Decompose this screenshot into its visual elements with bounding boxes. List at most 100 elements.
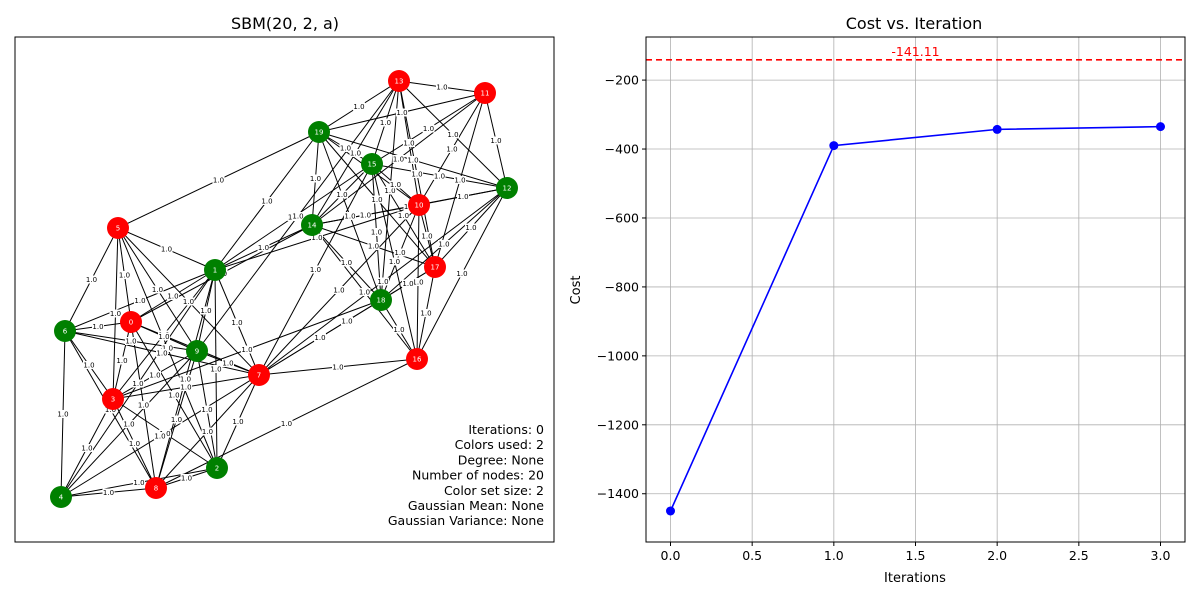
graph-edge-label-bg [396, 108, 408, 117]
graph-edge-label: 1.0 [183, 298, 194, 306]
graph-node-label: 4 [59, 494, 64, 502]
cost-series [666, 122, 1165, 516]
graph-edge-label: 1.0 [258, 244, 269, 252]
cost-xtick-label: 0.5 [742, 548, 762, 563]
graph-edge-label: 1.0 [167, 293, 178, 301]
graph-edge-label: 1.0 [210, 366, 221, 374]
graph-node-12 [496, 177, 518, 199]
graph-node-6 [54, 320, 76, 342]
graph-edge-label-bg [371, 195, 383, 204]
graph-edge-label: 1.0 [333, 287, 344, 295]
graph-edge-label: 1.0 [116, 357, 127, 365]
graph-edge-label: 1.0 [171, 416, 182, 424]
graph-edge-label: 1.0 [396, 109, 407, 117]
graph-edge-label: 1.0 [394, 249, 405, 257]
graph-edge-label-bg [257, 243, 270, 252]
graph-node-label: 15 [368, 161, 377, 169]
graph-edge-label: 1.0 [83, 362, 94, 370]
graph-edge-label-bg [397, 211, 410, 220]
graph-node-19 [308, 121, 330, 143]
graph-edge-label: 1.0 [123, 421, 134, 429]
graph-edge-label-bg [311, 233, 323, 242]
graph-node-label: 9 [195, 348, 199, 356]
graph-edge-label-bg [81, 444, 93, 452]
graph-edge-label-bg [422, 124, 435, 133]
cost-xticks: 0.0 0.5 1.0 1.5 2.0 2.5 3.0 [661, 542, 1171, 563]
cost-ylabel: Cost [569, 276, 584, 305]
graph-edge-label: 1.0 [398, 212, 409, 220]
graph-edge-label-bg [339, 144, 352, 152]
graph-edge-label: 1.0 [310, 175, 321, 183]
info-line: Color set size: 2 [444, 483, 544, 498]
graph-edge-label: 1.0 [133, 479, 144, 487]
graph-edge-label: 1.0 [446, 146, 457, 154]
graph-edge-label: 1.0 [222, 360, 233, 368]
graph-node-7 [248, 364, 270, 386]
graph-edge-label-bg [292, 212, 304, 220]
graph-edge-label-bg [454, 176, 466, 184]
graph-edge-label: 1.0 [438, 241, 449, 249]
graph-edge-label-bg [222, 359, 234, 367]
graph-edge-label: 1.0 [292, 213, 303, 221]
info-box-background [381, 417, 551, 540]
graph-edge-label-bg [433, 172, 446, 180]
graph-edge-label-bg [212, 176, 225, 184]
graph-edge-label-bg [420, 309, 432, 317]
graph-edge-label: 1.0 [490, 137, 501, 145]
graph-edge-label: 1.0 [420, 310, 431, 318]
graph-edge-label-bg [180, 474, 193, 482]
graph-node-1 [204, 259, 226, 281]
graph-edge-label-bg [158, 332, 170, 341]
graph-edge-label-bg [133, 478, 145, 487]
graph-edge-label: 1.0 [421, 233, 432, 241]
graph-edge-label-bg [388, 257, 401, 266]
graph-edge-label-bg [261, 197, 273, 205]
graph-edge-label: 1.0 [403, 140, 414, 148]
graph-edge-label: 1.0 [134, 297, 145, 305]
info-line: Iterations: 0 [468, 422, 544, 437]
graph-node-0 [120, 311, 142, 333]
graph-edge-label: 1.0 [110, 310, 121, 318]
graph-edge-label: 1.0 [213, 177, 224, 185]
graph-edge-label: 1.0 [168, 392, 179, 400]
graph-edge-label-bg [358, 288, 371, 296]
cost-title: Cost vs. Iteration [846, 14, 983, 33]
graph-edge-label-bg [232, 417, 244, 426]
graph-node-label: 11 [481, 90, 490, 98]
cost-yticks: −1400 −1200 −1000 −800 −600 −400 −200 [597, 73, 646, 501]
graph-edge-label-bg [384, 186, 396, 195]
graph-node-label: 6 [63, 328, 68, 336]
graph-edge-label: 1.0 [81, 445, 92, 453]
graph-node-label: 12 [503, 185, 512, 193]
graph-node-label: 18 [377, 297, 386, 305]
cost-xtick-label: 0.0 [661, 548, 681, 563]
graph-edge-label-bg [200, 306, 212, 315]
cost-ytick-label: −1400 [597, 486, 639, 501]
info-line: Gaussian Variance: None [388, 513, 544, 528]
cost-point-2 [992, 124, 1002, 134]
graph-edge-label-bg [132, 379, 144, 388]
graph-edge-label-bg [57, 410, 69, 418]
graph-node-8 [145, 477, 167, 499]
cost-ytick-label: −800 [605, 279, 639, 294]
graph-edge-label-bg [137, 401, 150, 409]
graph-edge-label-bg [154, 432, 166, 440]
graph-edge-label: 1.0 [384, 187, 395, 195]
graph-edge-label-bg [421, 232, 433, 240]
graph-edge-label-bg [109, 309, 122, 318]
graph-edge-label-bg [116, 356, 128, 365]
graph-node-label: 0 [129, 319, 133, 327]
graph-edge-label-bg [436, 83, 448, 91]
graph-node-label: 1 [213, 267, 217, 275]
cost-xtick-label: 1.5 [906, 548, 926, 563]
graph-edge-label-bg [182, 297, 195, 306]
graph-node-label: 10 [415, 202, 424, 210]
graph-edge-label: 1.0 [359, 289, 370, 297]
cost-series-line [669, 125, 1161, 512]
cost-xtick-label: 3.0 [1151, 548, 1171, 563]
graph-edge-label: 1.0 [92, 323, 103, 331]
graph-edge-label: 1.0 [201, 406, 212, 414]
graph-edge-label: 1.0 [436, 84, 447, 92]
graph-edge-label-bg [394, 248, 406, 257]
graph-edge-label: 1.0 [353, 103, 364, 111]
